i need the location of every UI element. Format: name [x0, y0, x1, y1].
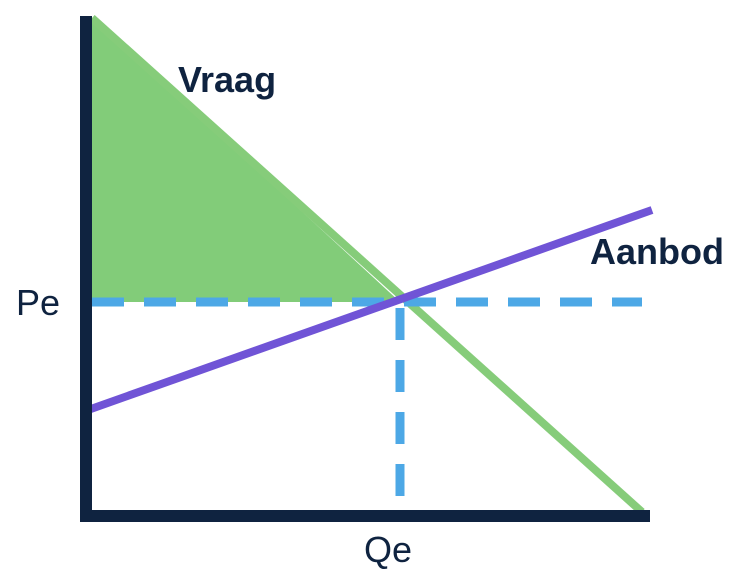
quantity-axis-label: Qe	[364, 529, 412, 570]
supply-curve	[86, 206, 654, 414]
demand-label: Vraag	[178, 59, 276, 100]
supply-label: Aanbod	[590, 231, 724, 272]
price-axis-label: Pe	[16, 282, 60, 323]
demand-curve	[89, 15, 645, 515]
